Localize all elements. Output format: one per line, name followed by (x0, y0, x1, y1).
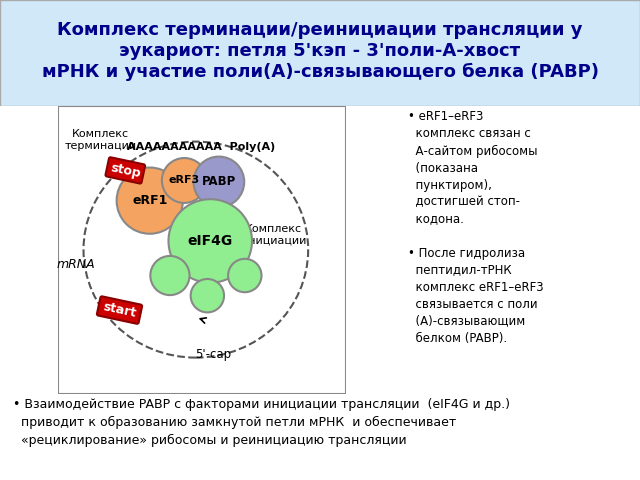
FancyBboxPatch shape (58, 106, 346, 394)
Circle shape (162, 158, 207, 203)
FancyBboxPatch shape (0, 0, 640, 106)
Text: Комплекс терминации/реинициации трансляции у
эукариот: петля 5'кэп - 3'поли-А-хв: Комплекс терминации/реинициации трансляц… (42, 21, 598, 81)
Text: • eRF1–eRF3
  комплекс связан с
  А-сайтом рибосомы
  (показана
  пунктиром),
  : • eRF1–eRF3 комплекс связан с А-сайтом р… (408, 110, 543, 345)
Text: eIF4G: eIF4G (188, 234, 233, 248)
Text: eRF3: eRF3 (169, 176, 200, 185)
Circle shape (150, 256, 189, 295)
Text: eRF1: eRF1 (132, 194, 168, 207)
Circle shape (228, 259, 262, 292)
Circle shape (168, 199, 252, 283)
Circle shape (193, 156, 244, 207)
Circle shape (116, 168, 183, 234)
FancyBboxPatch shape (106, 157, 145, 183)
Text: AAAAAAAAAAA  Poly(A): AAAAAAAAAAA Poly(A) (127, 143, 276, 152)
Text: stop: stop (109, 161, 141, 180)
Text: 5'-cap: 5'-cap (195, 348, 231, 361)
Text: start: start (102, 300, 138, 320)
Text: • Взаимодействие PABP с факторами инициации трансляции  (eIF4G и др.)
  приводит: • Взаимодействие PABP с факторами инициа… (13, 397, 509, 447)
Text: PABP: PABP (202, 175, 236, 189)
FancyBboxPatch shape (97, 296, 142, 324)
Text: Комплекс
терминации: Комплекс терминации (65, 129, 137, 151)
Text: Комплекс
инициации: Комплекс инициации (241, 224, 307, 246)
Circle shape (191, 279, 224, 312)
Text: mRNA: mRNA (57, 257, 95, 271)
